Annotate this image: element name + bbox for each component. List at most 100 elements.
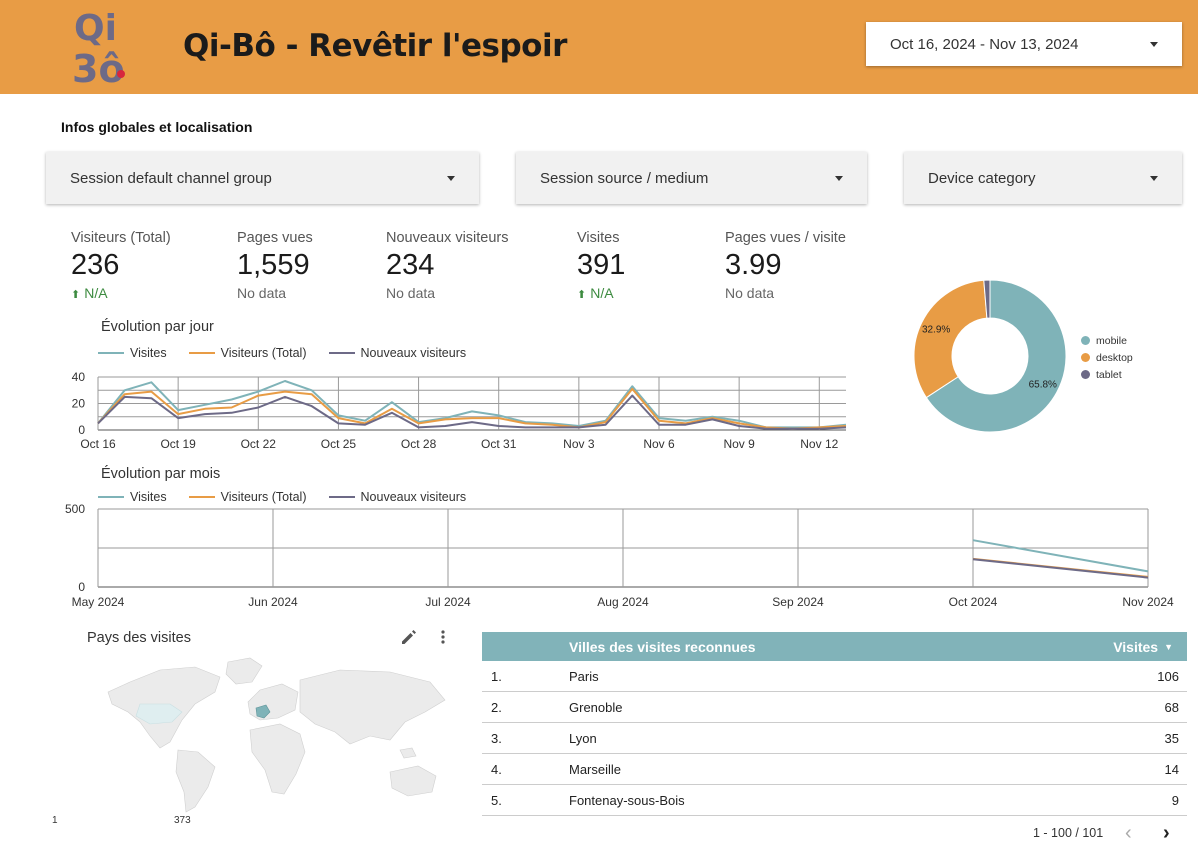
arrow-up-icon: ⬆ xyxy=(71,289,81,301)
daily-line-chart[interactable]: Oct 16 Oct 19 Oct 22 Oct 25 Oct 28 Oct 31 Nov … xyxy=(0,0,880,460)
legend-swatch xyxy=(188,352,215,354)
row-index: 2. xyxy=(491,699,502,715)
kpi-visiteurs-total: Visiteurs (Total) 236 ⬆ N/A xyxy=(71,230,171,301)
dropdown-caret-icon xyxy=(1150,175,1158,181)
legend-dot xyxy=(1081,370,1090,379)
x-tick-label: Oct 16 xyxy=(80,437,116,451)
legend-item-visiteurs[interactable]: Visiteurs (Total) xyxy=(188,490,307,504)
x-tick-label: Nov 12 xyxy=(800,437,838,451)
legend-item-visites[interactable]: Visites xyxy=(98,346,167,360)
x-tick-label: Oct 2024 xyxy=(949,595,998,609)
france-region[interactable] xyxy=(255,704,271,719)
legend-item-visites[interactable]: Visites xyxy=(98,490,167,504)
kpi-nouveaux-visiteurs: Nouveaux visiteurs 234 No data xyxy=(386,230,509,301)
kpi-label: Nouveaux visiteurs xyxy=(386,230,509,246)
kpi-note: No data xyxy=(237,285,287,301)
table-row[interactable]: 4. Marseille 14 xyxy=(482,754,1187,785)
series-line-nouveaux-visiteurs xyxy=(972,558,1149,579)
row-index: 3. xyxy=(491,730,502,746)
legend-label: Visiteurs (Total) xyxy=(220,490,307,504)
kpi-note: No data xyxy=(386,285,436,301)
source-medium-filter-label: Session source / medium xyxy=(540,169,709,187)
column-header-visites[interactable]: Visites ▼ xyxy=(1113,639,1173,655)
legend-label: Visiteurs (Total) xyxy=(220,346,307,360)
y-tick-label: 0 xyxy=(78,580,85,594)
pencil-icon[interactable] xyxy=(400,628,418,651)
row-city: Paris xyxy=(569,668,599,684)
row-city: Marseille xyxy=(569,761,622,777)
legend-label: Visites xyxy=(130,490,167,504)
kpi-value: 234 xyxy=(386,249,435,281)
usa-region[interactable] xyxy=(135,703,183,725)
x-tick-label: Oct 25 xyxy=(321,437,357,451)
x-tick-label: Nov 9 xyxy=(723,437,755,451)
series-line-nouveaux-visiteurs xyxy=(97,394,847,430)
legend-dot xyxy=(1081,336,1090,345)
daily-chart-legend[interactable]: Visites Visiteurs (Total) Nouveaux visit… xyxy=(98,346,488,360)
table-row[interactable]: 2. Grenoble 68 xyxy=(482,692,1187,723)
kpi-value: 3.99 xyxy=(725,249,782,281)
more-vert-icon[interactable] xyxy=(440,628,446,651)
sort-desc-icon: ▼ xyxy=(1164,641,1173,652)
device-category-filter[interactable]: Device category xyxy=(904,152,1182,204)
legend-item-visiteurs[interactable]: Visiteurs (Total) xyxy=(188,346,307,360)
kpi-delta-text: N/A xyxy=(590,285,614,301)
y-tick-label: 40 xyxy=(72,370,86,384)
legend-item-nouveaux[interactable]: Nouveaux visiteurs xyxy=(328,490,467,504)
device-donut-chart[interactable]: 65.8% 32.9% xyxy=(900,270,1080,445)
legend-item-tablet[interactable]: tablet xyxy=(1081,366,1133,383)
legend-swatch xyxy=(328,352,355,354)
table-header: Villes des visites reconnues Visites ▼ xyxy=(482,632,1187,661)
row-city: Grenoble xyxy=(569,699,623,715)
kpi-label: Visites xyxy=(577,230,620,246)
legend-label: mobile xyxy=(1096,334,1127,347)
table-row[interactable]: 1. Paris 106 xyxy=(482,661,1187,692)
table-row[interactable]: 5. Fontenay-sous-Bois 9 xyxy=(482,785,1187,816)
table-row[interactable]: 3. Lyon 35 xyxy=(482,723,1187,754)
row-index: 1. xyxy=(491,668,502,684)
legend-item-nouveaux[interactable]: Nouveaux visiteurs xyxy=(328,346,467,360)
kpi-label: Pages vues / visite xyxy=(725,230,846,246)
x-tick-label: Nov 6 xyxy=(643,437,675,451)
chevron-right-icon[interactable]: › xyxy=(1163,822,1170,844)
y-tick-label: 500 xyxy=(65,502,85,516)
y-tick-label: 0 xyxy=(78,423,85,437)
legend-item-mobile[interactable]: mobile xyxy=(1081,332,1133,349)
pie-slice-tablet xyxy=(983,279,991,319)
svg-text:3ô: 3ô xyxy=(72,47,125,86)
kpi-visites: Visites 391 ⬆ N/A xyxy=(577,230,625,301)
world-map[interactable] xyxy=(100,652,470,817)
x-tick-label: Sep 2024 xyxy=(772,595,824,609)
x-tick-label: Jun 2024 xyxy=(248,595,298,609)
chevron-left-icon[interactable]: ‹ xyxy=(1125,822,1132,844)
legend-label: Nouveaux visiteurs xyxy=(360,346,467,360)
x-tick-label: May 2024 xyxy=(72,595,125,609)
row-value: 106 xyxy=(1157,668,1179,684)
cities-table: Villes des visites reconnues Visites ▼ 1… xyxy=(482,632,1187,816)
x-tick-label: Nov 3 xyxy=(563,437,595,451)
x-tick-label: Oct 28 xyxy=(401,437,437,451)
legend-label: tablet xyxy=(1096,368,1122,381)
pie-slice-desktop xyxy=(913,279,988,399)
legend-label: Nouveaux visiteurs xyxy=(360,490,467,504)
row-value: 35 xyxy=(1164,730,1179,746)
channel-group-filter[interactable]: Session default channel group xyxy=(46,152,479,204)
kpi-pages-par-visite: Pages vues / visite 3.99 No data xyxy=(725,230,846,301)
monthly-chart-legend[interactable]: Visites Visiteurs (Total) Nouveaux visit… xyxy=(98,490,488,504)
date-range-picker[interactable]: Oct 16, 2024 - Nov 13, 2024 xyxy=(866,22,1182,66)
daily-chart-title: Évolution par jour xyxy=(101,319,214,335)
row-city: Lyon xyxy=(569,730,597,746)
series-line-visites xyxy=(972,539,1149,573)
dropdown-caret-icon xyxy=(447,175,455,181)
svg-text:Qi: Qi xyxy=(74,8,117,49)
source-medium-filter[interactable]: Session source / medium xyxy=(516,152,867,204)
series-line-visiteurs-total- xyxy=(97,387,847,430)
monthly-line-chart[interactable]: May 2024 Jun 2024 Jul 2024 Aug 2024 Sep 2024… xyxy=(0,0,1198,620)
series-line-visites xyxy=(97,380,847,429)
legend-swatch xyxy=(98,496,124,498)
legend-item-desktop[interactable]: desktop xyxy=(1081,349,1133,366)
row-index: 4. xyxy=(491,761,502,777)
row-value: 14 xyxy=(1164,761,1179,777)
dropdown-caret-icon xyxy=(1150,41,1158,47)
column-header-city[interactable]: Villes des visites reconnues xyxy=(569,638,756,655)
